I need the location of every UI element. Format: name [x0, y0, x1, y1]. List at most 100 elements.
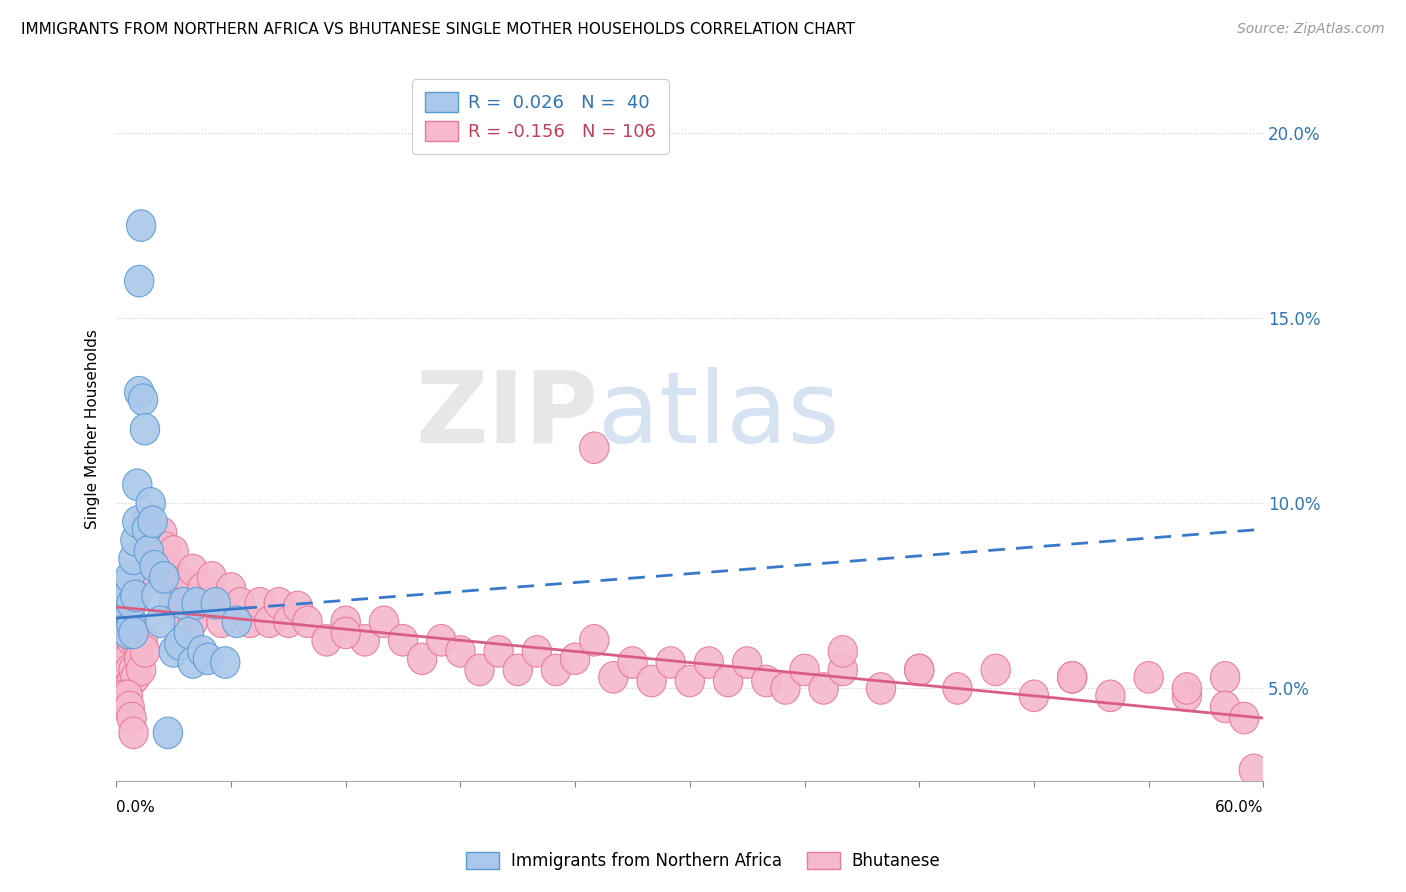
Y-axis label: Single Mother Households: Single Mother Households — [86, 329, 100, 529]
Text: 60.0%: 60.0% — [1215, 799, 1264, 814]
Ellipse shape — [110, 654, 139, 686]
Ellipse shape — [637, 665, 666, 697]
Ellipse shape — [125, 376, 153, 408]
Ellipse shape — [695, 647, 724, 678]
Ellipse shape — [132, 506, 162, 538]
Ellipse shape — [370, 606, 398, 638]
Ellipse shape — [117, 624, 146, 657]
Ellipse shape — [136, 532, 166, 564]
Ellipse shape — [127, 210, 156, 242]
Ellipse shape — [138, 506, 167, 538]
Ellipse shape — [675, 665, 704, 697]
Ellipse shape — [733, 647, 762, 678]
Ellipse shape — [107, 636, 136, 667]
Legend: R =  0.026   N =  40, R = -0.156   N = 106: R = 0.026 N = 40, R = -0.156 N = 106 — [412, 79, 669, 153]
Ellipse shape — [128, 624, 157, 657]
Ellipse shape — [1019, 680, 1049, 712]
Ellipse shape — [207, 606, 236, 638]
Ellipse shape — [579, 624, 609, 657]
Ellipse shape — [165, 628, 194, 660]
Ellipse shape — [179, 606, 208, 638]
Ellipse shape — [112, 606, 142, 638]
Ellipse shape — [155, 554, 184, 586]
Ellipse shape — [292, 606, 322, 638]
Ellipse shape — [111, 673, 141, 704]
Ellipse shape — [122, 469, 152, 500]
Ellipse shape — [828, 636, 858, 667]
Ellipse shape — [115, 562, 145, 593]
Ellipse shape — [136, 488, 166, 519]
Ellipse shape — [112, 617, 142, 648]
Ellipse shape — [1057, 662, 1087, 693]
Ellipse shape — [187, 636, 217, 667]
Ellipse shape — [790, 654, 820, 686]
Text: Source: ZipAtlas.com: Source: ZipAtlas.com — [1237, 22, 1385, 37]
Ellipse shape — [128, 384, 157, 416]
Ellipse shape — [446, 636, 475, 667]
Text: IMMIGRANTS FROM NORTHERN AFRICA VS BHUTANESE SINGLE MOTHER HOUSEHOLDS CORRELATIO: IMMIGRANTS FROM NORTHERN AFRICA VS BHUTA… — [21, 22, 855, 37]
Ellipse shape — [657, 647, 685, 678]
Ellipse shape — [112, 580, 142, 612]
Ellipse shape — [112, 680, 142, 712]
Ellipse shape — [197, 562, 226, 593]
Ellipse shape — [134, 517, 163, 549]
Ellipse shape — [111, 606, 141, 638]
Ellipse shape — [121, 624, 150, 657]
Ellipse shape — [408, 643, 437, 674]
Ellipse shape — [111, 569, 141, 600]
Ellipse shape — [981, 654, 1011, 686]
Ellipse shape — [134, 535, 163, 567]
Ellipse shape — [174, 617, 204, 648]
Ellipse shape — [808, 673, 838, 704]
Ellipse shape — [111, 691, 141, 723]
Ellipse shape — [245, 588, 274, 619]
Ellipse shape — [115, 654, 145, 686]
Ellipse shape — [120, 543, 148, 574]
Ellipse shape — [211, 647, 240, 678]
Ellipse shape — [121, 524, 150, 556]
Ellipse shape — [112, 643, 142, 674]
Ellipse shape — [579, 432, 609, 464]
Ellipse shape — [146, 606, 174, 638]
Ellipse shape — [187, 573, 217, 604]
Ellipse shape — [1095, 680, 1125, 712]
Ellipse shape — [127, 654, 156, 686]
Ellipse shape — [107, 688, 136, 719]
Ellipse shape — [194, 588, 222, 619]
Ellipse shape — [541, 654, 571, 686]
Ellipse shape — [159, 588, 188, 619]
Ellipse shape — [194, 643, 222, 674]
Ellipse shape — [226, 588, 254, 619]
Ellipse shape — [503, 654, 533, 686]
Ellipse shape — [350, 624, 380, 657]
Ellipse shape — [121, 580, 150, 612]
Ellipse shape — [217, 573, 246, 604]
Ellipse shape — [181, 591, 211, 623]
Ellipse shape — [866, 673, 896, 704]
Ellipse shape — [115, 691, 145, 723]
Ellipse shape — [169, 580, 198, 612]
Ellipse shape — [1057, 662, 1087, 693]
Ellipse shape — [149, 562, 179, 593]
Ellipse shape — [148, 517, 177, 549]
Ellipse shape — [1135, 662, 1163, 693]
Ellipse shape — [110, 680, 139, 712]
Ellipse shape — [561, 643, 589, 674]
Ellipse shape — [142, 580, 172, 612]
Ellipse shape — [143, 550, 173, 582]
Ellipse shape — [181, 588, 211, 619]
Ellipse shape — [120, 654, 148, 686]
Ellipse shape — [121, 662, 150, 693]
Ellipse shape — [125, 643, 153, 674]
Ellipse shape — [274, 606, 302, 638]
Ellipse shape — [179, 647, 208, 678]
Ellipse shape — [117, 588, 146, 619]
Ellipse shape — [522, 636, 551, 667]
Legend: Immigrants from Northern Africa, Bhutanese: Immigrants from Northern Africa, Bhutane… — [458, 845, 948, 877]
Text: 0.0%: 0.0% — [117, 799, 155, 814]
Ellipse shape — [173, 569, 201, 600]
Ellipse shape — [828, 654, 858, 686]
Ellipse shape — [465, 654, 494, 686]
Ellipse shape — [904, 654, 934, 686]
Ellipse shape — [179, 554, 208, 586]
